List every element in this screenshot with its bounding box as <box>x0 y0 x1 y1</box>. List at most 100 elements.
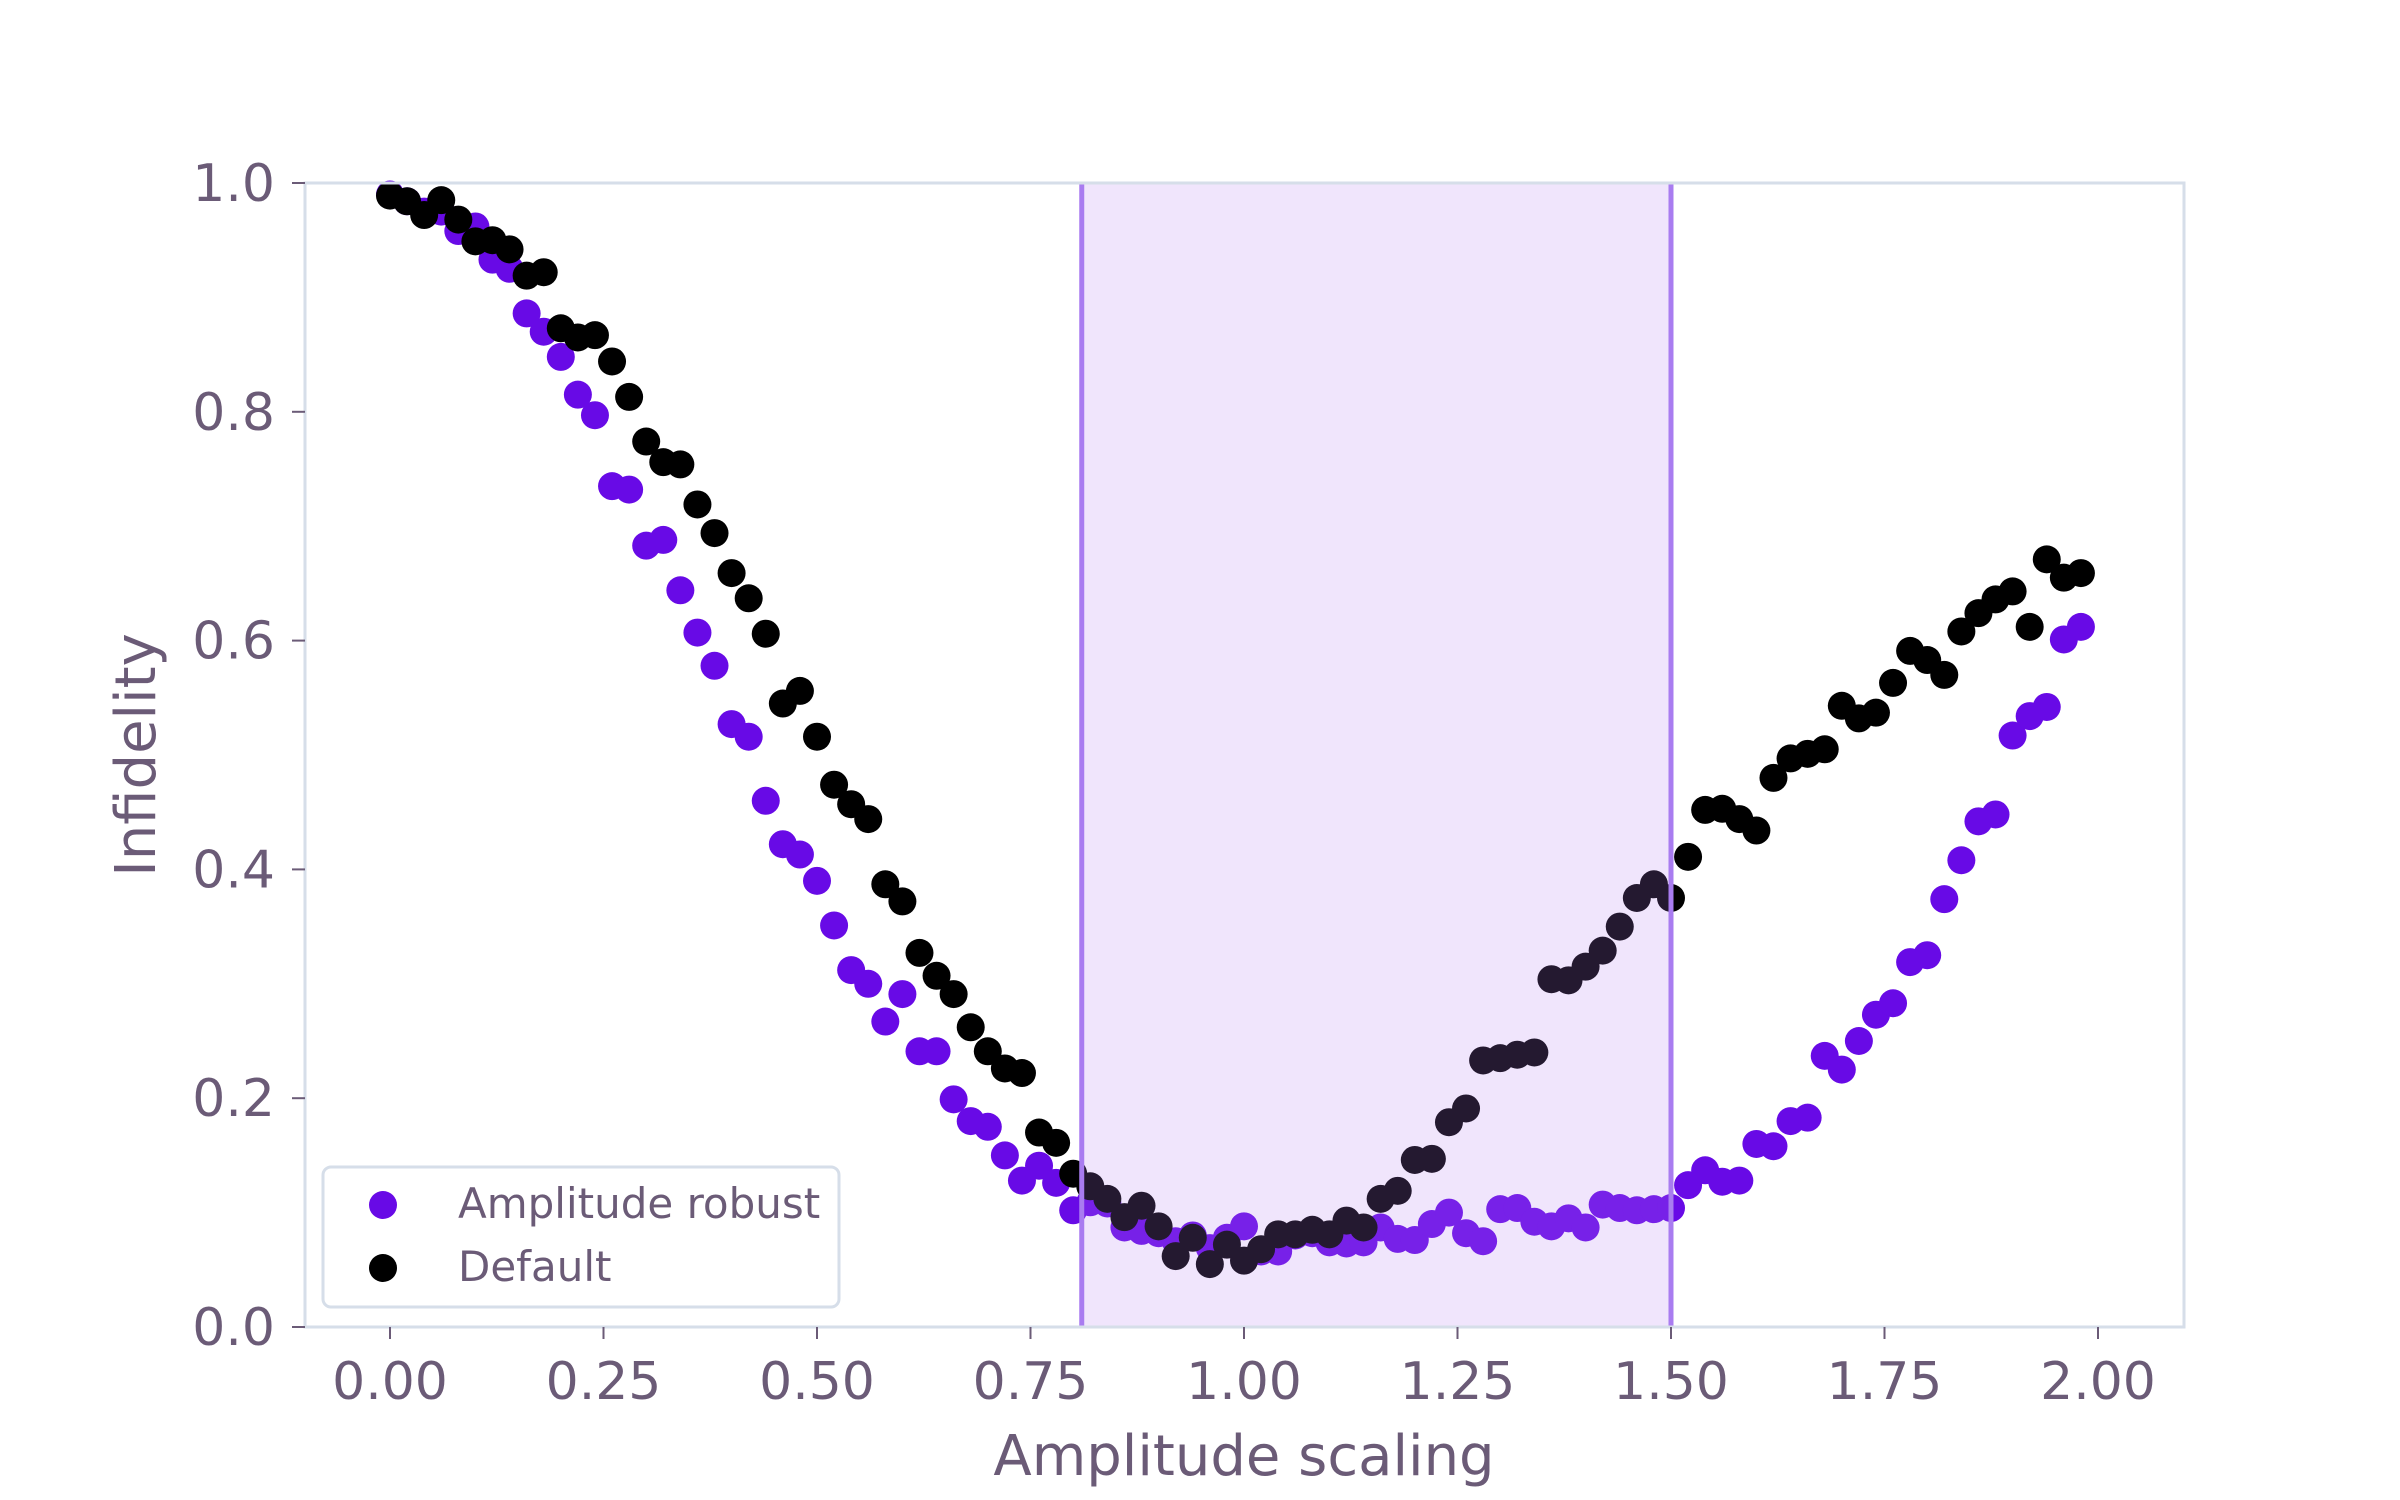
point-default <box>1383 1176 1412 1205</box>
point-default <box>666 450 695 479</box>
point-default <box>580 321 609 350</box>
point-amplitude-robust <box>1827 1055 1856 1084</box>
x-tick-label: 1.00 <box>1186 1352 1302 1412</box>
point-amplitude-robust <box>700 651 729 680</box>
point-default <box>700 519 729 548</box>
y-tick-label: 0.0 <box>192 1298 275 1358</box>
point-amplitude-robust <box>1434 1198 1463 1227</box>
point-default <box>785 676 814 705</box>
x-axis-label: Amplitude scaling <box>993 1424 1494 1489</box>
point-default <box>888 887 917 916</box>
x-tick-label: 0.75 <box>973 1352 1089 1412</box>
point-amplitude-robust <box>546 342 575 371</box>
point-amplitude-robust <box>939 1085 968 1114</box>
point-amplitude-robust <box>1230 1212 1258 1241</box>
point-default <box>529 258 558 287</box>
point-amplitude-robust <box>563 380 592 409</box>
x-tick-label: 2.00 <box>2040 1352 2156 1412</box>
y-tick-label: 0.2 <box>192 1069 275 1129</box>
shaded-region <box>1079 183 1674 1327</box>
y-tick-label: 0.8 <box>192 383 275 443</box>
x-tick-label: 0.50 <box>759 1352 875 1412</box>
point-default <box>1810 735 1839 764</box>
point-default <box>751 619 780 648</box>
point-default <box>1605 912 1634 941</box>
point-amplitude-robust <box>615 475 644 504</box>
legend-label-default: Default <box>458 1242 611 1291</box>
x-tick-label: 0.00 <box>332 1352 448 1412</box>
point-default <box>2015 612 2044 641</box>
x-tick-label: 1.75 <box>1827 1352 1943 1412</box>
point-amplitude-robust <box>1947 846 1976 875</box>
point-amplitude-robust <box>649 525 678 554</box>
y-tick-label: 0.4 <box>192 840 275 900</box>
point-amplitude-robust <box>683 618 712 647</box>
legend-box <box>321 1165 841 1309</box>
point-amplitude-robust <box>888 980 917 1009</box>
point-default <box>683 490 712 519</box>
legend-label-amplitude-robust: Amplitude robust <box>458 1179 820 1228</box>
point-default <box>1178 1223 1207 1252</box>
legend-marker-amplitude-robust <box>369 1191 397 1219</box>
y-axis-ticks: 0.0 0.2 0.4 0.6 0.8 1.0 <box>192 154 305 1358</box>
x-axis-ticks: 0.00 0.25 0.50 0.75 1.00 1.25 1.50 1.75 2.00 <box>332 1327 2156 1412</box>
point-default <box>598 347 627 376</box>
point-default <box>615 382 644 411</box>
legend: Amplitude robust Default <box>321 1165 841 1309</box>
point-amplitude-robust <box>1913 941 1942 970</box>
point-default <box>1674 842 1703 871</box>
point-default <box>1879 668 1908 697</box>
point-amplitude-robust <box>1879 989 1908 1018</box>
x-tick-label: 1.50 <box>1613 1352 1729 1412</box>
point-amplitude-robust <box>973 1112 1002 1141</box>
point-default <box>939 980 968 1009</box>
point-default <box>734 584 763 613</box>
point-amplitude-robust <box>1793 1103 1822 1132</box>
point-amplitude-robust <box>1759 1132 1788 1161</box>
point-default <box>717 559 746 588</box>
point-default <box>973 1037 1002 1066</box>
point-default <box>1588 936 1617 965</box>
point-default <box>444 205 473 234</box>
point-amplitude-robust <box>2032 692 2061 721</box>
point-amplitude-robust <box>666 576 695 605</box>
point-amplitude-robust <box>785 840 814 869</box>
point-amplitude-robust <box>922 1037 951 1066</box>
point-amplitude-robust <box>751 786 780 815</box>
point-amplitude-robust <box>1930 885 1959 914</box>
point-amplitude-robust <box>1981 800 2010 829</box>
point-default <box>1195 1250 1224 1279</box>
point-default <box>1930 660 1959 689</box>
point-default <box>922 961 951 990</box>
point-default <box>1759 763 1788 792</box>
point-amplitude-robust <box>871 1007 900 1036</box>
point-amplitude-robust <box>1571 1213 1600 1242</box>
point-default <box>905 938 934 967</box>
x-tick-label: 1.25 <box>1400 1352 1516 1412</box>
point-default <box>1417 1144 1446 1173</box>
point-default <box>803 722 831 751</box>
point-default <box>1520 1038 1549 1067</box>
data-points <box>376 180 2095 1279</box>
point-amplitude-robust <box>512 299 541 328</box>
y-tick-label: 1.0 <box>192 154 275 214</box>
point-default <box>2066 559 2095 588</box>
shaded-band <box>1081 183 1671 1327</box>
point-amplitude-robust <box>1844 1027 1873 1055</box>
point-amplitude-robust <box>803 866 831 895</box>
point-default <box>1093 1184 1122 1213</box>
point-default <box>956 1013 985 1042</box>
point-amplitude-robust <box>734 722 763 751</box>
point-default <box>820 770 849 799</box>
point-amplitude-robust <box>990 1141 1019 1170</box>
x-tick-label: 0.25 <box>546 1352 662 1412</box>
point-default <box>1861 698 1890 727</box>
point-default <box>1007 1059 1036 1088</box>
point-amplitude-robust <box>2066 612 2095 641</box>
point-default <box>854 805 883 834</box>
point-amplitude-robust <box>854 969 883 998</box>
y-axis-label: Infidelity <box>104 633 169 877</box>
point-default <box>2032 545 2061 574</box>
point-default <box>1947 617 1976 646</box>
